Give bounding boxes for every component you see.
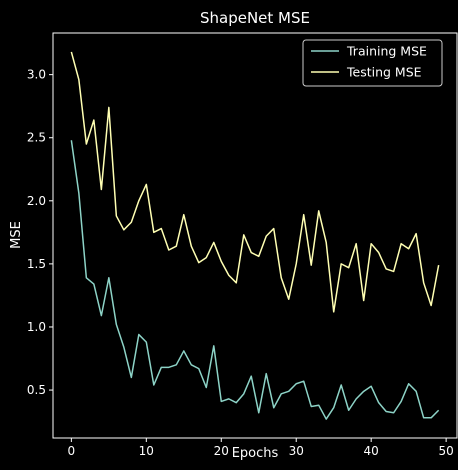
legend-label-training: Training MSE xyxy=(346,44,427,59)
x-tick-label: 40 xyxy=(364,444,379,458)
y-tick-label: 1.5 xyxy=(27,257,46,271)
y-axis: 0.5 1.0 1.5 2.0 2.5 3.0 xyxy=(27,68,53,397)
y-axis-label: MSE xyxy=(9,221,24,249)
y-tick-label: 1.0 xyxy=(27,320,46,334)
legend: Training MSE Testing MSE xyxy=(302,39,443,87)
x-tick-label: 50 xyxy=(438,444,453,458)
series-line-training xyxy=(70,140,440,420)
y-tick-label: 3.0 xyxy=(27,68,46,82)
x-tick-label: 10 xyxy=(139,444,154,458)
chart-title: ShapeNet MSE xyxy=(200,9,310,27)
x-tick-label: 20 xyxy=(214,444,229,458)
plot-area xyxy=(70,51,440,420)
plot-frame xyxy=(52,32,458,439)
legend-label-testing: Testing MSE xyxy=(346,65,422,80)
x-tick-label: 30 xyxy=(289,444,304,458)
x-axis: 0 10 20 30 40 50 xyxy=(68,438,454,458)
x-tick-label: 0 xyxy=(68,444,76,458)
y-tick-label: 2.0 xyxy=(27,194,46,208)
y-tick-label: 0.5 xyxy=(27,383,46,397)
series-line-testing xyxy=(70,51,440,313)
y-tick-label: 2.5 xyxy=(27,131,46,145)
x-axis-label: Epochs xyxy=(232,446,279,461)
